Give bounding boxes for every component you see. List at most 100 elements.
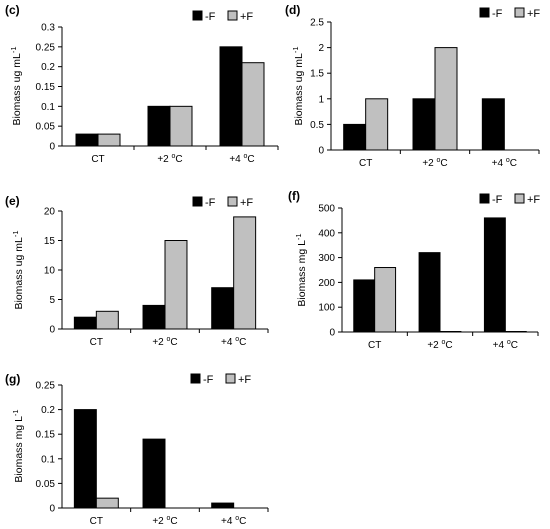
bar-d-plus-f-0 [365, 98, 389, 151]
y-tick-label-c: 0.2 [41, 62, 55, 73]
x-tick-label-f: CT [368, 340, 381, 351]
x-tick-label-e: +2 oC [152, 336, 177, 348]
x-tick-label-d: +4 oC [492, 157, 517, 169]
legend-swatch-minus-f [192, 10, 203, 21]
chart-panel-c: (c) Biomass ug mL-1 0 0.05 0.1 0.15 0.2 0.25 0.3… [5, 3, 279, 165]
x-tick-label-f: +2 oC [427, 339, 452, 351]
y-tick-label-e: 5 [49, 295, 55, 306]
y-axis-title-c: Biomass ug mL-1 [9, 46, 23, 125]
bar-d-minus-f-2 [481, 98, 505, 151]
bar-f-minus-f-0 [353, 279, 376, 333]
legend-swatch-plus-f [227, 196, 238, 207]
bar-e-minus-f-0 [73, 316, 97, 330]
legend-label-plus-f: +F [240, 11, 253, 23]
y-tick-label-c: 0.05 [36, 122, 56, 133]
x-tick-label-c: +2 oC [157, 153, 182, 165]
bar-e-minus-f-1 [142, 304, 166, 330]
x-tick-label-c: CT [91, 154, 104, 165]
legend-swatch-minus-f [192, 196, 203, 207]
y-tick-label-f: 500 [318, 204, 335, 215]
bar-c-plus-f-1 [169, 105, 193, 147]
y-tick-label-c: 0.3 [41, 23, 55, 34]
bar-c-plus-f-0 [97, 133, 121, 147]
legend-swatch-minus-f [479, 193, 490, 204]
legend-label-plus-f: +F [527, 194, 540, 206]
bar-e-plus-f-1 [164, 240, 188, 330]
chart-panel-f: (f) Biomass mg L-1 0 100 200 300 400 500 CT +2 oC… [288, 189, 540, 351]
bar-e-plus-f-2 [233, 216, 257, 330]
bar-d-minus-f-0 [343, 123, 367, 151]
y-tick-label-g: 0.1 [41, 454, 55, 465]
bar-c-minus-f-1 [147, 105, 171, 147]
bar-c-minus-f-2 [219, 46, 243, 147]
bar-d-minus-f-1 [412, 98, 436, 151]
y-tick-label-d: 0 [318, 146, 324, 157]
y-tick-label-c: 0 [49, 142, 55, 153]
y-tick-label-d: 0.5 [310, 120, 324, 131]
x-tick-label-g: CT [90, 516, 103, 527]
legend-swatch-plus-f [514, 193, 525, 204]
x-tick-label-g: +2 oC [152, 515, 177, 527]
y-tick-label-d: 2 [318, 43, 324, 54]
y-tick-label-f: 0 [329, 328, 335, 339]
legend-label-minus-f: -F [203, 374, 214, 386]
y-tick-label-f: 100 [318, 303, 335, 314]
bar-f-minus-f-2 [483, 217, 506, 333]
x-tick-label-e: CT [90, 337, 103, 348]
legend-swatch-plus-f [225, 373, 236, 384]
y-tick-label-c: 0.1 [41, 102, 55, 113]
y-tick-label-e: 15 [44, 236, 56, 247]
y-tick-label-g: 0.2 [41, 405, 55, 416]
x-tick-label-g: +4 oC [221, 515, 246, 527]
bar-g-minus-f-2 [211, 502, 235, 509]
panel-label-g: (g) [5, 372, 20, 386]
y-tick-label-g: 0 [49, 504, 55, 515]
y-tick-label-e: 10 [44, 266, 56, 277]
bar-g-minus-f-1 [142, 438, 166, 509]
y-tick-label-d: 1.5 [310, 69, 324, 80]
bar-e-plus-f-0 [95, 310, 119, 330]
chart-panel-g: (g) Biomass mg L-1 0 0.05 0.1 0.15 0.2 0.25 CT +2… [5, 372, 269, 527]
y-tick-label-g: 0.25 [36, 381, 56, 392]
legend-label-minus-f: -F [205, 197, 216, 209]
legend-swatch-plus-f [227, 10, 238, 21]
y-tick-label-g: 0.05 [36, 479, 56, 490]
bar-f-minus-f-1 [418, 252, 441, 333]
x-tick-label-f: +4 oC [493, 339, 518, 351]
legend-swatch-minus-f [190, 373, 201, 384]
y-tick-label-f: 300 [318, 253, 335, 264]
y-tick-label-g: 0.15 [36, 430, 56, 441]
x-tick-label-d: CT [359, 158, 372, 169]
panel-label-c: (c) [5, 3, 20, 17]
legend-label-minus-f: -F [492, 194, 503, 206]
panel-label-e: (e) [5, 194, 20, 208]
panel-label-d: (d) [285, 3, 300, 17]
chart-panel-d: (d) Biomass ug mL-1 0 0.5 1 1.5 2 2.5 CT +2 oC +4 … [285, 3, 540, 169]
legend-label-minus-f: -F [205, 11, 216, 23]
y-tick-label-e: 0 [49, 325, 55, 336]
y-axis-title-d: Biomass ug mL-1 [291, 46, 305, 125]
y-axis-title-e: Biomass ug mL-1 [11, 230, 25, 309]
bar-d-plus-f-1 [434, 47, 458, 151]
legend-swatch-minus-f [479, 7, 490, 18]
y-tick-label-f: 200 [318, 278, 335, 289]
legend-label-minus-f: -F [492, 8, 503, 20]
y-tick-label-c: 0.25 [36, 42, 56, 53]
x-tick-label-e: +4 oC [221, 336, 246, 348]
legend-swatch-plus-f [514, 7, 525, 18]
bar-c-minus-f-0 [75, 133, 99, 147]
y-tick-label-e: 20 [44, 207, 56, 218]
y-tick-label-d: 1 [318, 94, 324, 105]
chart-panel-e: (e) Biomass ug mL-1 0 5 10 15 20 CT +2 oC +4 oC -F… [5, 194, 269, 348]
y-tick-label-f: 400 [318, 228, 335, 239]
bar-e-minus-f-2 [211, 287, 235, 330]
y-axis-title-f: Biomass mg L-1 [294, 233, 308, 306]
bar-g-plus-f-0 [95, 497, 119, 509]
bar-f-plus-f-0 [374, 267, 397, 333]
x-tick-label-d: +2 oC [422, 157, 447, 169]
y-tick-label-c: 0.15 [36, 82, 56, 93]
bar-g-minus-f-0 [73, 409, 97, 509]
legend-label-plus-f: +F [527, 8, 540, 20]
bar-c-plus-f-2 [241, 62, 265, 147]
